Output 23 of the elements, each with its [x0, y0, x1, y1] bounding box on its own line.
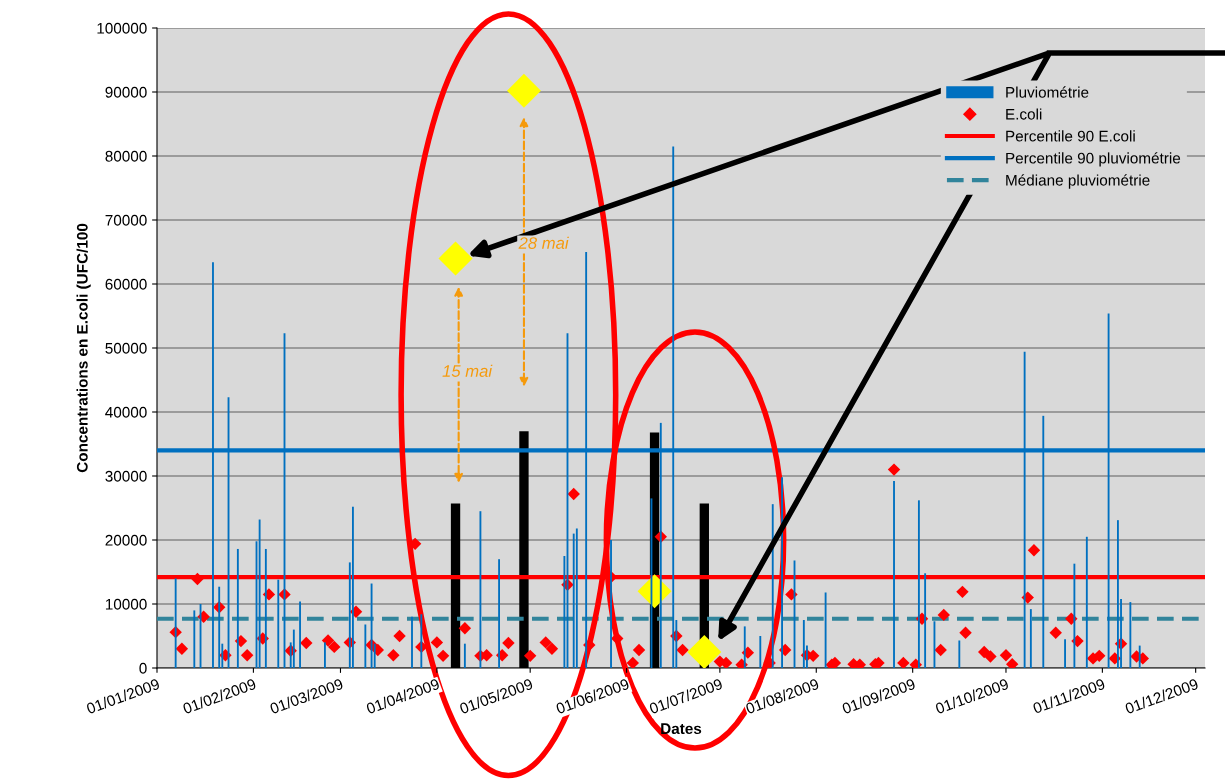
y-tick-label: 90000 [105, 86, 147, 98]
y-tick-label: 0 [139, 662, 147, 674]
y-tick-label: 100000 [97, 22, 147, 34]
y-tick-label: 40000 [105, 406, 147, 418]
legend-label: Percentile 90 pluviométrie [1006, 152, 1181, 167]
y-tick-label: 60000 [105, 278, 147, 290]
legend-label: Pluviométrie [1006, 86, 1089, 98]
point [438, 241, 473, 276]
y-axis-title: Concentrations en E.coli (UFC/100 [76, 223, 91, 473]
y-tick-label: 70000 [105, 214, 147, 226]
annotation: 28 mai [518, 236, 569, 249]
y-tick-label: 80000 [105, 150, 147, 162]
y-tick-label: 20000 [105, 534, 147, 546]
legend-label: E.coli [1006, 108, 1042, 120]
legend-label: Percentile 90 E.coli [1006, 130, 1135, 142]
y-tick-label: 10000 [105, 598, 147, 610]
point [687, 634, 722, 668]
x-axis-title: Dates [661, 723, 702, 735]
y-tick-label: 50000 [105, 342, 147, 354]
y-tick-label: 30000 [105, 470, 147, 482]
point [506, 73, 541, 108]
legend-label: Médiane pluviométrie [1006, 174, 1150, 189]
annotation: 15 mai [442, 364, 493, 377]
